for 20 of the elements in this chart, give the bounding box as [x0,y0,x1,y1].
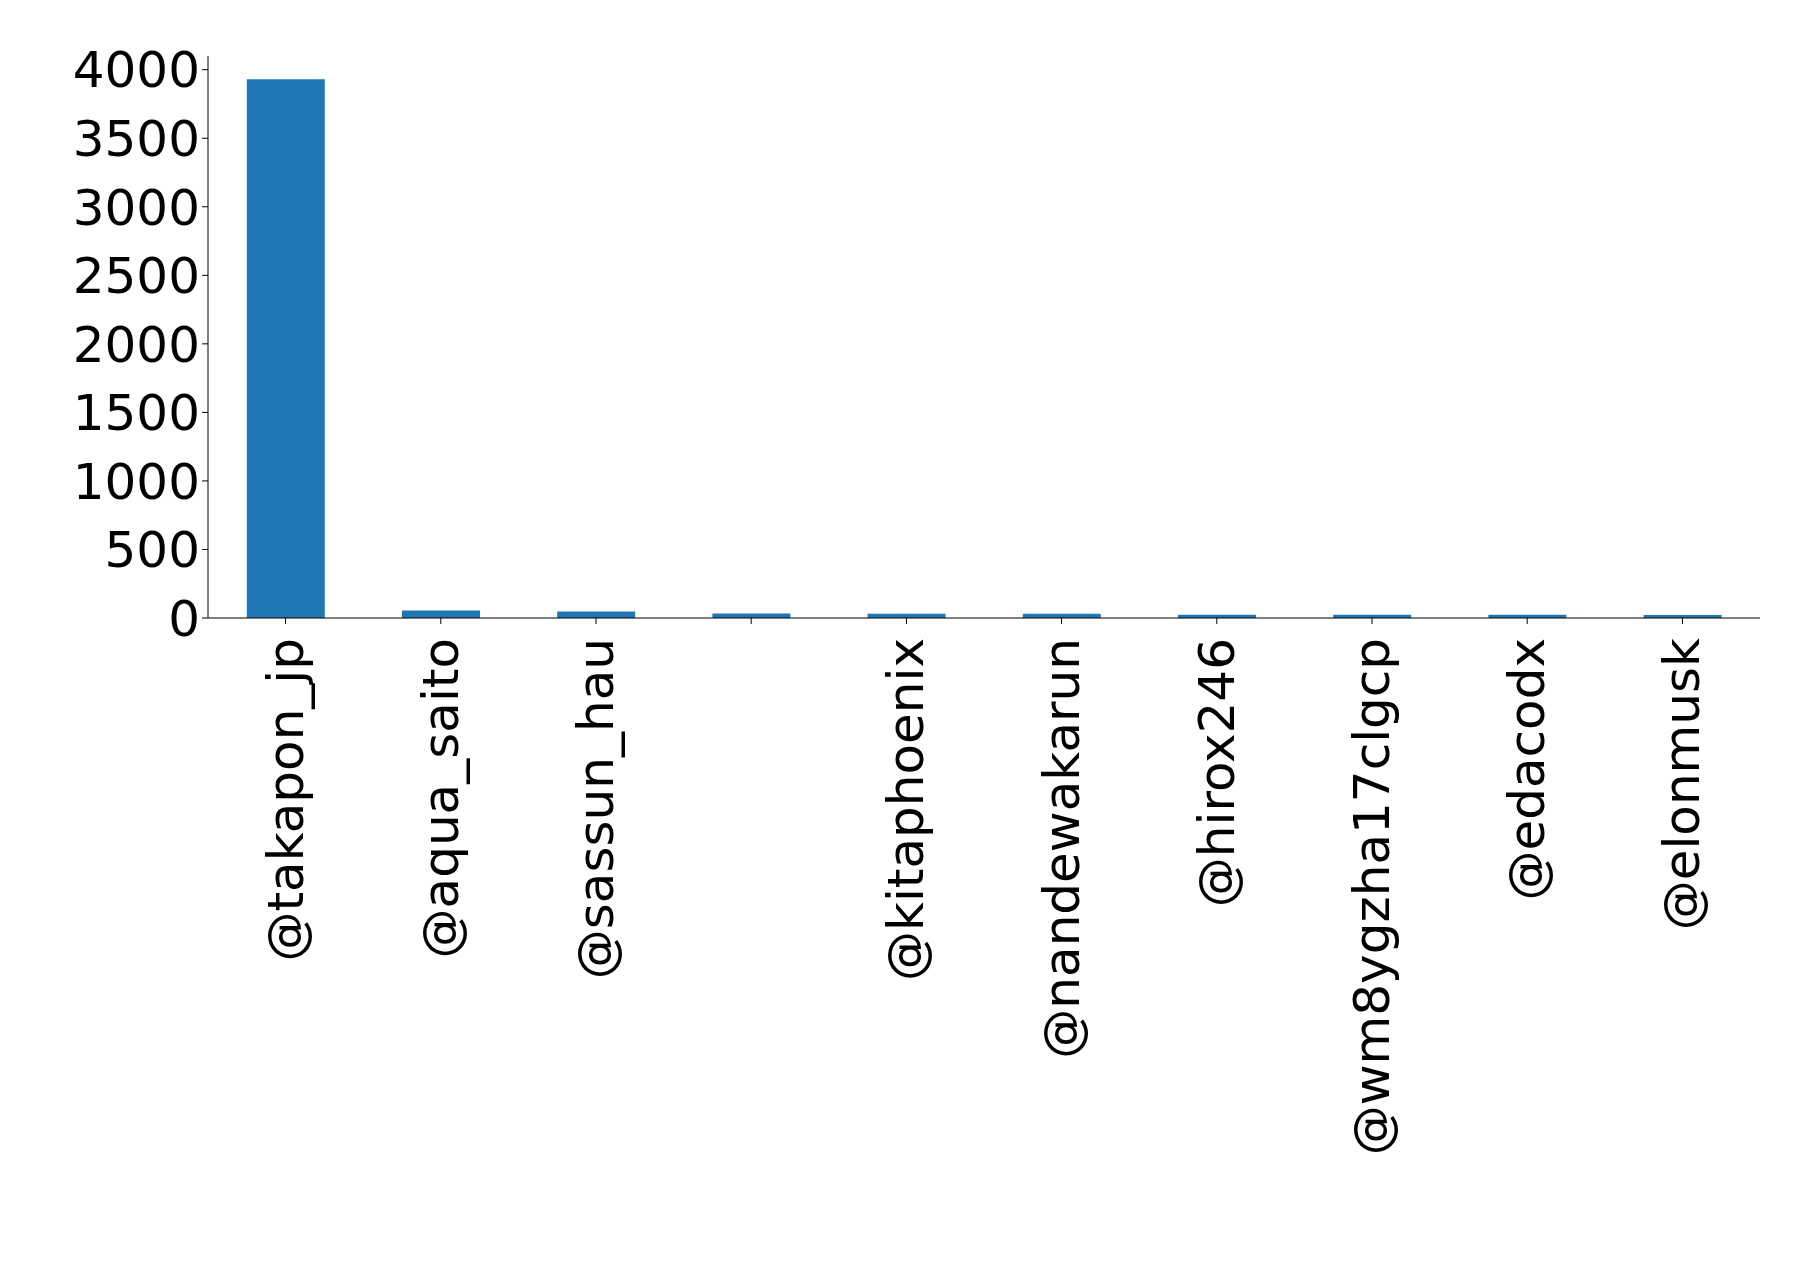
x-tick-label: @aqua_saito [411,638,470,959]
x-tick-label: @takapon_jp [256,638,315,962]
x-tick-label: @elonmusk [1653,637,1712,931]
x-tick-label: @kitaphoenix [877,638,936,982]
y-tick-label: 2500 [72,247,200,306]
y-tick-label: 1000 [72,452,200,511]
x-tick-label: @edacodx [1498,638,1557,901]
x-tick-label: @nandewakarun [1032,638,1091,1059]
bar [402,610,480,618]
x-tick-label: @hirox246 [1187,638,1246,908]
y-tick-label: 500 [104,521,200,580]
x-tick-label: @sassun_hau [567,638,625,980]
y-tick-label: 0 [168,589,200,648]
y-tick-label: 3500 [72,109,200,168]
y-tick-label: 4000 [72,41,200,100]
y-tick-label: 2000 [72,315,200,374]
bar [246,79,325,618]
y-tick-label: 3000 [72,178,200,237]
x-tick-label: @wm8ygzha17clgcp [1343,638,1401,1156]
y-tick-label: 1500 [72,384,200,443]
